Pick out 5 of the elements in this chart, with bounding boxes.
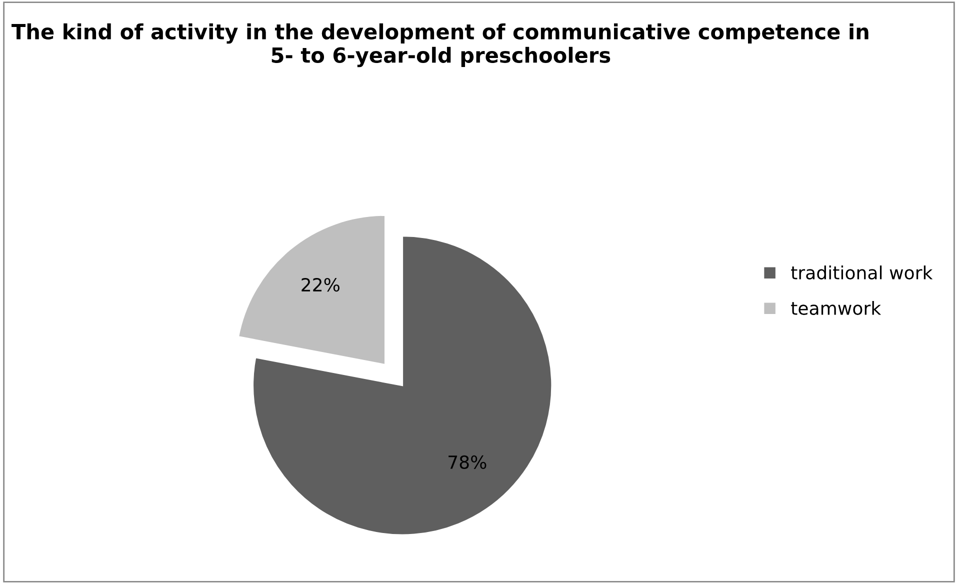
legend-label: teamwork bbox=[791, 301, 882, 316]
data-label: 78% bbox=[448, 455, 486, 470]
data-label: 22% bbox=[302, 278, 340, 292]
legend-label: traditional work bbox=[791, 266, 933, 280]
chart-title: The kind of activity in the development of communicative competence in 5- to 6-year-old preschoolers bbox=[12, 23, 868, 68]
